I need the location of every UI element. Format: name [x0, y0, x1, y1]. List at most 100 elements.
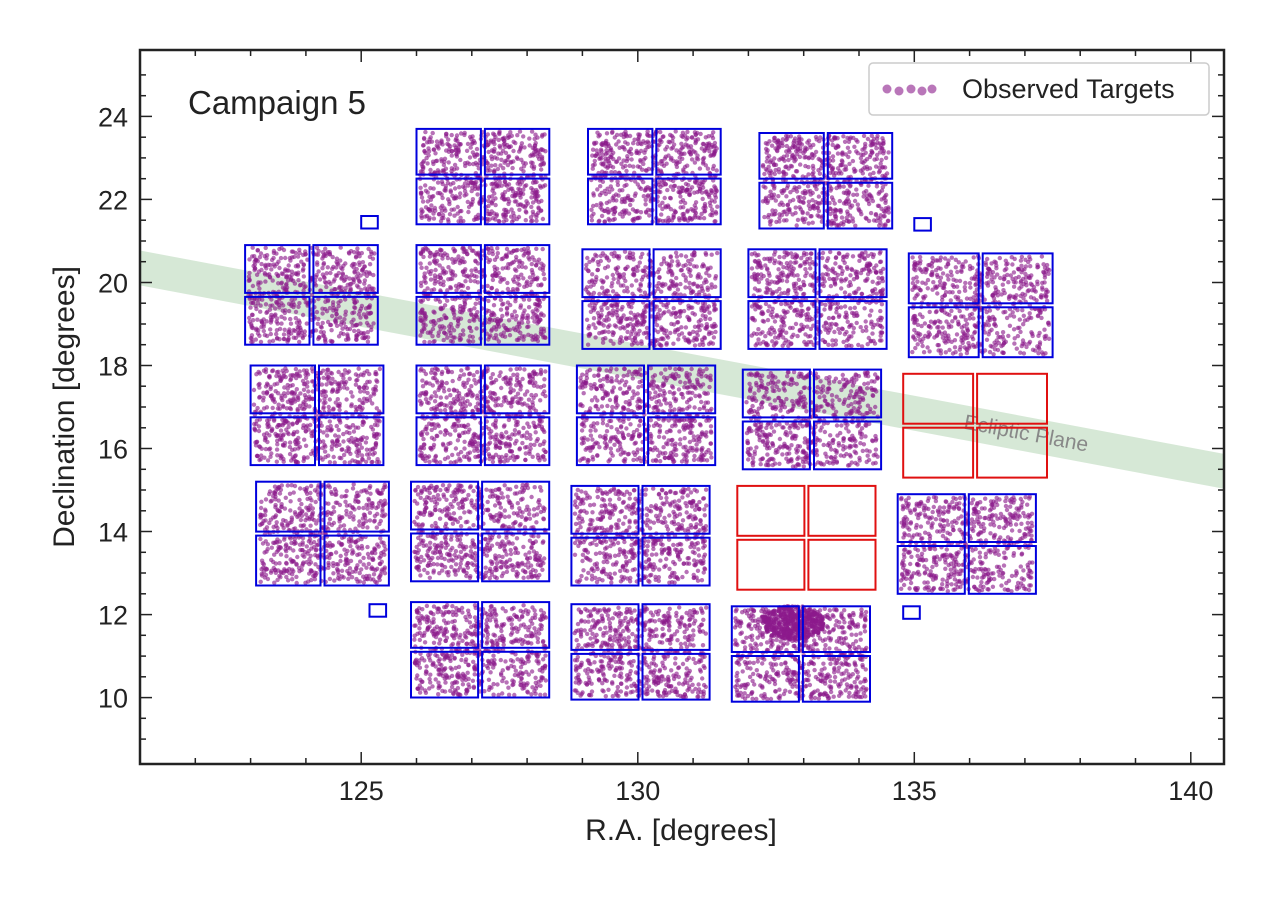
- target-point: [629, 283, 634, 288]
- target-point: [995, 331, 1000, 336]
- target-point: [643, 197, 648, 203]
- target-point: [935, 291, 940, 296]
- target-point: [673, 250, 679, 255]
- target-point: [287, 255, 293, 261]
- target-point: [766, 308, 771, 314]
- target-point: [590, 166, 595, 171]
- target-point: [802, 282, 807, 288]
- target-point: [460, 328, 466, 333]
- target-point: [319, 325, 324, 330]
- target-point: [820, 255, 825, 261]
- target-point: [620, 165, 626, 170]
- target-point: [461, 246, 467, 252]
- target-point: [322, 338, 328, 343]
- target-point: [433, 297, 438, 302]
- target-point: [534, 246, 539, 251]
- target-point: [786, 207, 791, 212]
- target-point: [468, 180, 474, 185]
- target-point: [358, 306, 364, 311]
- target-point: [654, 323, 660, 328]
- target-point: [448, 144, 453, 149]
- target-point: [1025, 317, 1030, 322]
- target-point: [455, 211, 460, 216]
- target-point: [1038, 309, 1043, 315]
- target-point: [543, 149, 548, 154]
- target-point: [332, 277, 337, 282]
- target-point: [603, 156, 608, 161]
- target-point: [680, 185, 685, 191]
- target-point: [844, 315, 849, 320]
- target-point: [678, 281, 683, 287]
- target-point: [788, 305, 793, 310]
- target-point: [585, 268, 591, 273]
- target-point: [454, 166, 460, 171]
- target-point: [269, 267, 274, 272]
- target-point: [749, 266, 755, 271]
- target-point: [625, 329, 630, 335]
- target-point: [683, 285, 688, 290]
- target-point: [808, 333, 813, 339]
- target-point: [960, 262, 965, 267]
- target-point: [354, 283, 360, 288]
- target-point: [624, 168, 629, 174]
- target-point: [882, 165, 888, 170]
- target-point: [765, 287, 770, 292]
- target-point: [934, 284, 940, 289]
- target-point: [502, 160, 507, 165]
- target-point: [505, 327, 510, 333]
- target-point: [595, 267, 600, 273]
- target-point: [772, 156, 777, 161]
- target-point: [328, 322, 333, 328]
- target-point: [458, 131, 464, 136]
- target-point: [600, 336, 606, 342]
- target-point: [469, 312, 474, 318]
- target-point: [866, 183, 871, 188]
- target-point: [533, 306, 539, 312]
- target-point: [973, 323, 978, 329]
- target-point: [363, 306, 369, 311]
- target-point: [521, 187, 526, 192]
- target-point: [660, 206, 665, 212]
- target-point: [695, 153, 700, 158]
- target-point: [438, 141, 443, 146]
- target-point: [683, 142, 688, 147]
- target-point: [823, 302, 828, 307]
- target-point: [257, 333, 262, 338]
- target-point: [592, 303, 597, 308]
- target-point: [428, 167, 433, 173]
- target-point: [452, 312, 457, 317]
- target-point: [940, 297, 945, 303]
- target-point: [348, 287, 354, 292]
- target-point: [437, 263, 442, 268]
- target-point: [471, 317, 476, 322]
- target-point: [711, 335, 717, 340]
- target-point: [432, 281, 437, 286]
- target-point: [820, 272, 825, 277]
- target-point: [645, 185, 650, 190]
- target-point: [423, 188, 429, 193]
- target-point: [279, 271, 285, 276]
- target-point: [282, 336, 287, 342]
- target-point: [763, 141, 769, 146]
- target-point: [509, 250, 514, 255]
- target-point: [713, 276, 718, 281]
- target-point: [1000, 282, 1005, 287]
- target-point: [804, 251, 809, 257]
- target-point: [878, 220, 883, 225]
- target-point: [444, 134, 449, 139]
- target-point: [752, 275, 757, 280]
- target-point: [760, 163, 766, 168]
- target-point: [324, 309, 330, 314]
- target-point: [442, 303, 448, 308]
- target-point: [705, 285, 710, 290]
- target-point: [671, 341, 676, 346]
- target-point: [303, 249, 308, 254]
- target-point: [692, 179, 698, 184]
- target-point: [797, 134, 802, 139]
- target-point: [370, 256, 376, 261]
- target-point: [488, 138, 493, 143]
- target-point: [527, 136, 532, 141]
- target-point: [283, 255, 288, 261]
- target-point: [925, 345, 930, 350]
- target-point: [342, 317, 347, 322]
